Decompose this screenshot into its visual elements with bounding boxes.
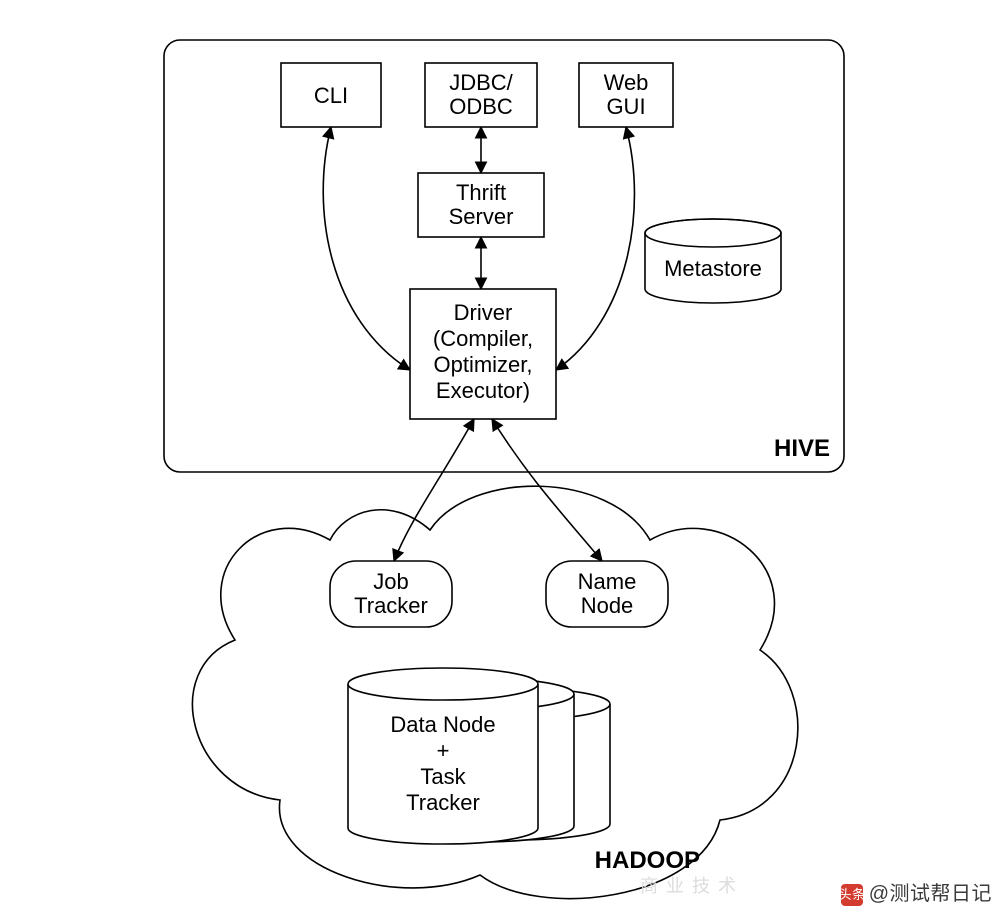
driver-label-2: (Compiler, [433, 326, 533, 351]
toutiao-icon-text: 头条 [841, 887, 863, 902]
hadoop-label: HADOOP [595, 847, 700, 874]
webgui-label-1: Web [604, 70, 649, 95]
jdbc-label-1: JDBC/ [449, 70, 513, 95]
cli-label: CLI [314, 83, 348, 108]
data-node-stack: Data Node + Task Tracker [348, 668, 610, 844]
watermark-text: @测试帮日记 [869, 883, 992, 905]
datanode-label-2: + [437, 738, 450, 763]
namenode-label-1: Name [578, 569, 637, 594]
metastore-label: Metastore [664, 256, 762, 281]
toutiao-icon: 头条 [841, 884, 863, 906]
datanode-label-3: Task [420, 764, 466, 789]
webgui-label-2: GUI [606, 94, 645, 119]
name-node-node: Name Node [546, 561, 668, 627]
metastore-node: Metastore [645, 219, 781, 303]
driver-node: Driver (Compiler, Optimizer, Executor) [410, 289, 556, 419]
jobtracker-label-2: Tracker [354, 593, 428, 618]
driver-label-4: Executor) [436, 378, 530, 403]
web-gui-node: Web GUI [579, 63, 673, 127]
cli-node: CLI [281, 63, 381, 127]
faint-background-text: 商业技术 [640, 872, 744, 898]
thrift-server-node: Thrift Server [418, 173, 544, 237]
jdbc-label-2: ODBC [449, 94, 513, 119]
jdbc-odbc-node: JDBC/ ODBC [425, 63, 537, 127]
thrift-label-2: Server [449, 204, 514, 229]
driver-label-3: Optimizer, [433, 352, 532, 377]
datanode-label-4: Tracker [406, 790, 480, 815]
job-tracker-node: Job Tracker [330, 561, 452, 627]
driver-label-1: Driver [454, 300, 513, 325]
hive-label: HIVE [774, 435, 830, 462]
thrift-label-1: Thrift [456, 180, 506, 205]
datanode-label-1: Data Node [390, 712, 495, 737]
architecture-diagram: HIVE HADOOP CLI JDBC/ ODBC Web GUI Thrif… [0, 0, 1004, 914]
namenode-label-2: Node [581, 593, 634, 618]
watermark: 头条 @测试帮日记 [841, 877, 992, 906]
jobtracker-label-1: Job [373, 569, 408, 594]
